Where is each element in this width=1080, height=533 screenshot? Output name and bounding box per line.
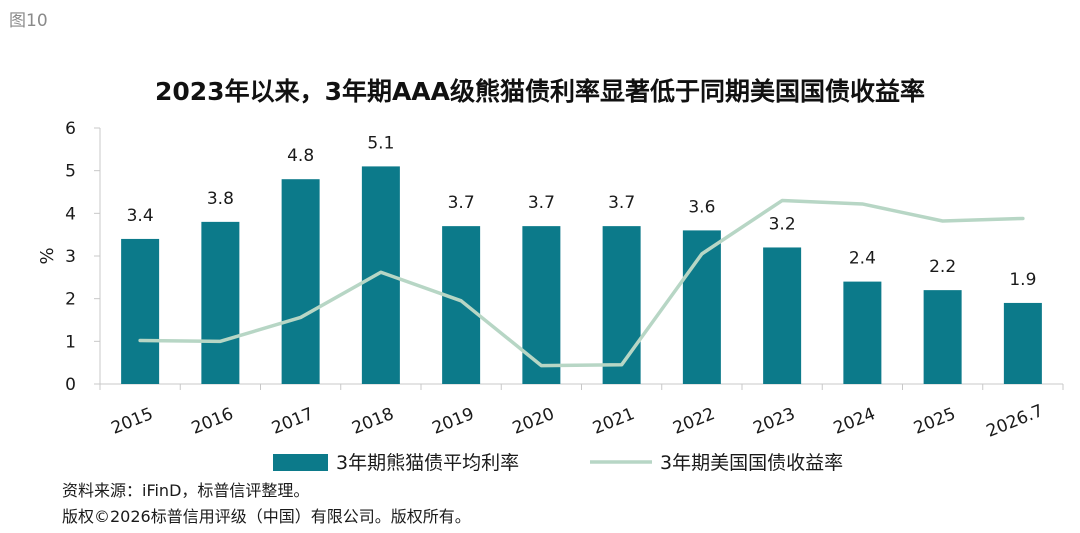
bar-value-label: 3.2 (769, 214, 796, 234)
bar-value-label: 1.9 (1009, 270, 1036, 290)
y-axis-label: % (37, 247, 58, 264)
y-tick-label: 6 (65, 119, 76, 139)
bar (602, 226, 641, 384)
bar-value-label: 3.7 (608, 193, 635, 213)
bar (281, 179, 320, 384)
bar (201, 221, 240, 384)
bar-value-label: 3.8 (207, 189, 234, 209)
x-tick-label: 2021 (590, 404, 638, 439)
bar (923, 290, 962, 384)
source-note: 资料来源：iFinD，标普信评整理。 (62, 481, 310, 500)
y-tick-label: 5 (65, 162, 76, 182)
legend-swatch-bar (273, 454, 328, 471)
bar (1003, 302, 1042, 384)
x-tick-label: 2019 (429, 404, 477, 439)
bar-value-label: 3.7 (528, 193, 555, 213)
bar (843, 281, 882, 384)
y-tick-label: 3 (65, 247, 76, 267)
x-tick-label: 2026.7 (984, 401, 1047, 442)
y-tick-label: 1 (65, 332, 76, 352)
bar-value-label: 2.2 (929, 257, 956, 277)
x-tick-label: 2024 (831, 404, 879, 439)
figure-label: 图10 (9, 11, 48, 31)
x-tick-label: 2023 (750, 404, 798, 439)
line-series-treasury (138, 198, 1025, 368)
bar-value-label: 3.4 (127, 206, 154, 226)
legend-label-line: 3年期美国国债收益率 (660, 452, 843, 474)
y-tick-label: 0 (65, 375, 76, 395)
bar-value-label: 2.4 (849, 249, 876, 269)
x-tick-label: 2016 (189, 404, 237, 439)
bar-value-label: 3.6 (688, 197, 715, 217)
legend-label-bar: 3年期熊猫债平均利率 (336, 452, 519, 474)
bar (522, 226, 561, 384)
bar-value-label: 3.7 (448, 193, 475, 213)
footnotes: 资料来源：iFinD，标普信评整理。 版权©2026标普信用评级（中国）有限公司… (62, 478, 471, 530)
y-tick-label: 2 (65, 290, 76, 310)
x-tick-label: 2020 (510, 404, 558, 439)
bar (763, 247, 802, 384)
x-tick-label: 2018 (349, 404, 397, 439)
copyright-note: 版权©2026标普信用评级（中国）有限公司。版权所有。 (62, 507, 471, 526)
bar-value-label: 4.8 (287, 146, 314, 166)
bar-value-label: 5.1 (367, 133, 394, 153)
bar (442, 226, 481, 384)
x-tick-label: 2017 (269, 404, 317, 439)
x-tick-label: 2025 (911, 404, 959, 439)
chart-title: 2023年以来，3年期AAA级熊猫债利率显著低于同期美国国债收益率 (154, 77, 926, 106)
x-tick-label: 2015 (108, 404, 156, 439)
bar (121, 238, 160, 384)
y-tick-label: 4 (65, 204, 76, 224)
x-tick-label: 2022 (670, 404, 718, 439)
